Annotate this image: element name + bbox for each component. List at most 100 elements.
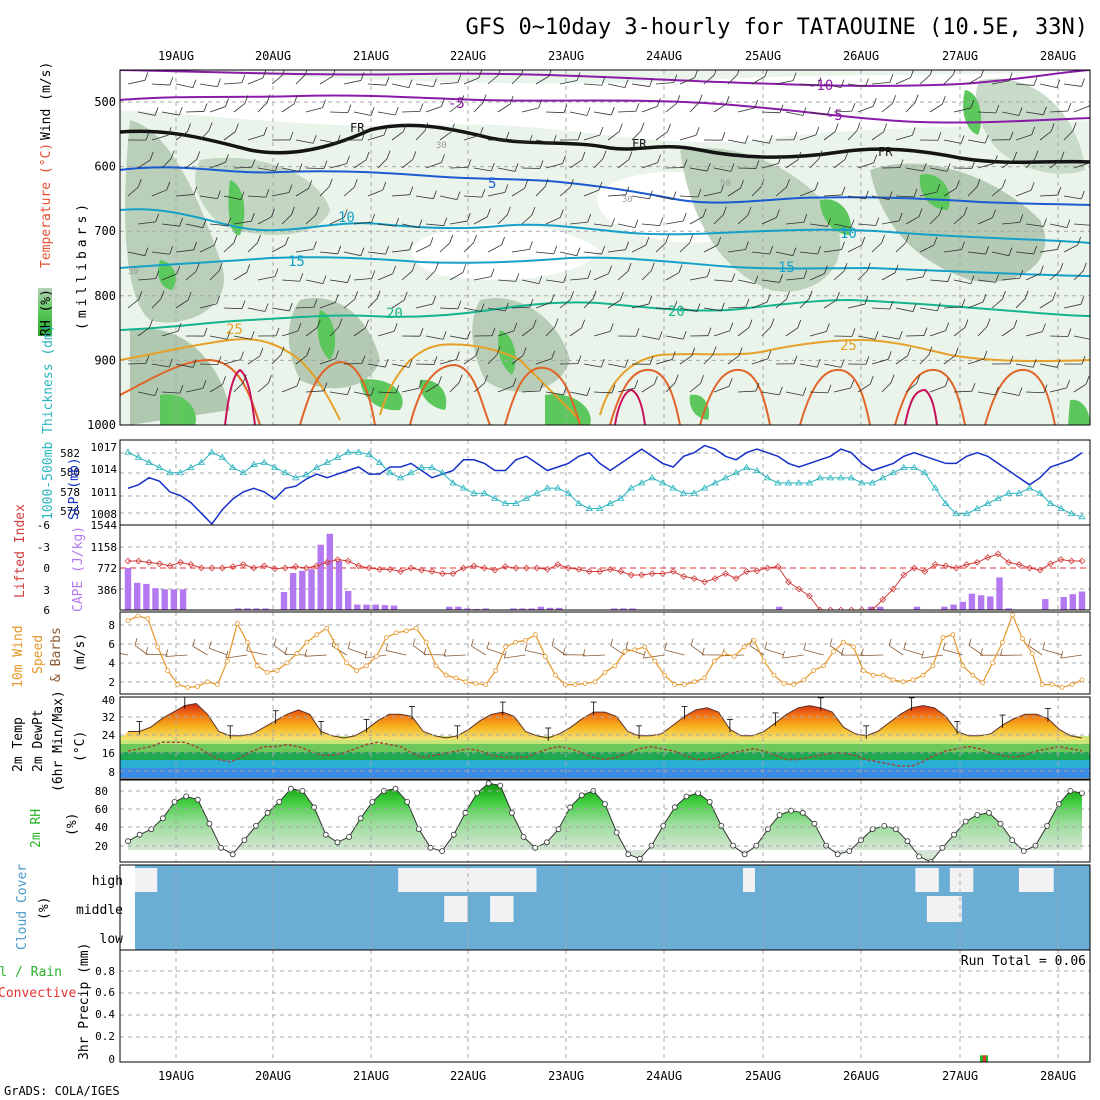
wind-barb [1015, 134, 1032, 141]
wind-barb-flag [767, 350, 772, 359]
wind-speed-point [224, 658, 230, 664]
wind-barb-flag [814, 181, 819, 191]
surface-wind-barb [424, 654, 447, 656]
rh2m-point [741, 851, 748, 858]
wind-speed-point [672, 682, 677, 687]
thickness-point [753, 466, 761, 474]
date-label-bottom: 19AUG [158, 1069, 194, 1083]
wind-barb-flag [1067, 102, 1072, 112]
lifted-index-point [197, 564, 205, 572]
label-30-c: 30 [128, 267, 139, 277]
rh2m-point [951, 831, 957, 838]
wind-barb-flag [313, 299, 318, 308]
wind-barb-flag [960, 135, 965, 144]
wind-barb [847, 130, 858, 141]
temp-color-bands [120, 736, 1090, 778]
wind-barb-flag [233, 234, 238, 244]
thickness-ticks: 582 580 578 576 [60, 447, 80, 518]
wind-barb [295, 139, 314, 144]
precip-tick-02: 0.2 [95, 1030, 115, 1043]
surface-wind-barb-flag [423, 647, 427, 655]
wind-barb-flag [1060, 151, 1065, 160]
wind-barb-flag [418, 380, 423, 389]
wind-speed-point [572, 682, 578, 687]
wind-ylabel-2: Speed [31, 635, 46, 674]
wind-barb [257, 102, 268, 113]
wind-barb-flag [586, 387, 591, 396]
wind-barb [593, 223, 612, 227]
wind-speed-point [1019, 636, 1025, 641]
wind-barb [271, 74, 283, 85]
wind-barb [415, 244, 431, 253]
wind-barb-flag [841, 241, 845, 250]
wind-barb-flag [944, 378, 949, 387]
wind-barb-flag [748, 319, 753, 328]
cape-bar [629, 608, 636, 610]
wind-barb [223, 307, 242, 310]
wind-barb [511, 187, 525, 197]
wind-barb [1049, 110, 1068, 113]
surface-wind-barb [225, 654, 248, 659]
wind-barb-flag [755, 382, 760, 392]
wind-barb [209, 223, 228, 227]
lifted-index-point [921, 568, 929, 575]
wind-barb-flag [144, 72, 149, 81]
wind-barb-flag [587, 270, 592, 279]
thickness-point [575, 499, 583, 506]
wind-barb [247, 77, 264, 85]
rh2m-point [287, 785, 294, 792]
wind-barb-flag [894, 264, 899, 273]
wind-barb [593, 391, 612, 394]
wind-barb [895, 195, 914, 198]
rh-mid-region-3 [680, 148, 841, 292]
wind-barb [977, 163, 995, 169]
wind-barb [655, 359, 673, 365]
li-panel-frame [119, 524, 1091, 611]
wind-barb [953, 107, 971, 113]
wind-barb [391, 299, 405, 309]
wind-barb [377, 273, 393, 281]
wind-barb [425, 106, 442, 113]
lifted-index-point [879, 596, 887, 603]
wind-barb [775, 80, 794, 85]
wind-barb [751, 301, 768, 309]
pressure-tick-label: 1000 [87, 418, 116, 432]
wind-barb [823, 249, 842, 253]
label-plus20-b: 20 [668, 304, 685, 320]
rh2m-point [625, 851, 632, 858]
wind-speed-point [423, 639, 429, 645]
wind-barb [1049, 270, 1061, 281]
surface-wind-barb-flag [903, 642, 907, 650]
wind-barb [199, 130, 210, 141]
cloud-cell-high [444, 868, 457, 892]
wind-barb-flag [702, 208, 707, 217]
wind-barb-flag [443, 217, 448, 226]
wind-barb-flag [304, 70, 308, 75]
wind-barb-flag [196, 151, 201, 160]
wind-barb-flag [850, 379, 855, 389]
cape-tick-1544: 1544 [91, 519, 118, 532]
wind-barb-flag [274, 268, 279, 277]
rh2m-point [578, 792, 585, 799]
wind-barb [175, 194, 194, 197]
thickness-point [564, 489, 573, 496]
wind-barb [425, 223, 444, 227]
wind-barb [761, 391, 780, 396]
wind-barb-flag [815, 126, 820, 136]
wind-barb [137, 111, 156, 116]
wind-barb [953, 390, 972, 393]
wind-barb [1015, 363, 1034, 368]
wind-barb-flag [683, 159, 688, 168]
wind-barb [137, 221, 156, 225]
wind-barb-flag [217, 190, 221, 199]
wind-barb [329, 216, 345, 225]
wind-barb [641, 335, 660, 340]
wind-barb [593, 111, 612, 116]
surface-wind-barb-flag [701, 647, 705, 656]
wind-barb-flag [479, 127, 484, 136]
wind-barb-flag [1057, 241, 1061, 250]
lifted-index-point [281, 564, 289, 572]
wind-barb-flag [736, 70, 740, 75]
lifted-index-point [900, 571, 908, 579]
thickness-point [281, 468, 289, 476]
